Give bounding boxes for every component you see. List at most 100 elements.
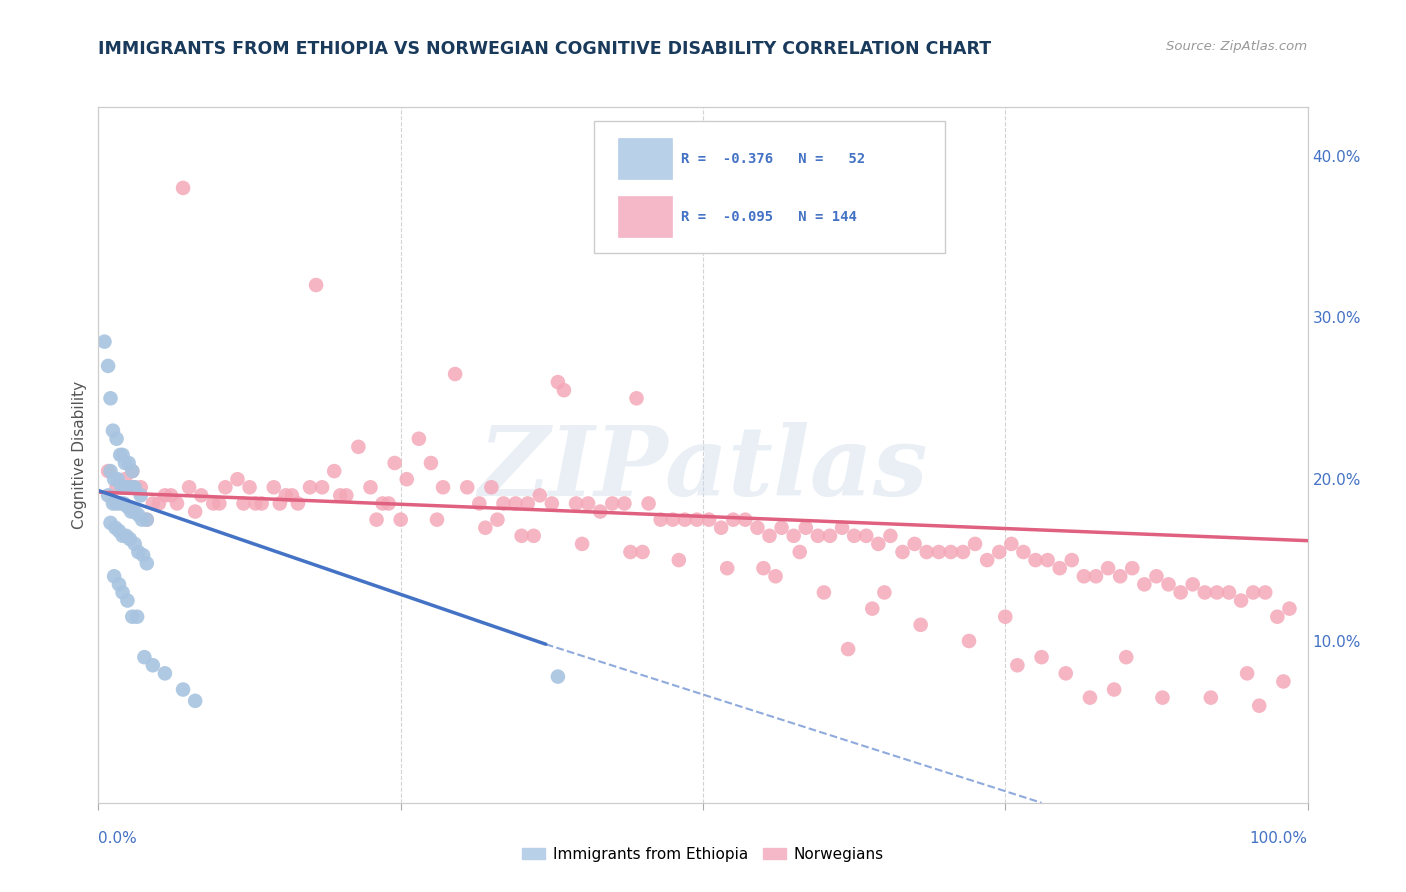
Point: [148, 496, 170, 510]
Point: [844, 529, 866, 543]
Point: [547, 375, 569, 389]
Point: [118, 532, 141, 546]
Point: [770, 521, 793, 535]
Point: [184, 694, 207, 708]
Point: [100, 464, 122, 478]
Point: [710, 521, 733, 535]
Point: [239, 480, 262, 494]
Point: [505, 496, 527, 510]
Point: [988, 545, 1011, 559]
Point: [184, 504, 207, 518]
Point: [697, 513, 720, 527]
Point: [765, 569, 787, 583]
Point: [121, 480, 143, 494]
Point: [1241, 585, 1264, 599]
Point: [1031, 650, 1053, 665]
Point: [662, 513, 685, 527]
Point: [468, 496, 491, 510]
Point: [232, 496, 254, 510]
Point: [1115, 650, 1137, 665]
Point: [360, 480, 382, 494]
Point: [172, 181, 194, 195]
Point: [837, 642, 859, 657]
Point: [127, 545, 149, 559]
Point: [129, 488, 152, 502]
Point: [153, 488, 176, 502]
Point: [420, 456, 443, 470]
Point: [1194, 585, 1216, 599]
Point: [734, 513, 756, 527]
Point: [432, 480, 454, 494]
Point: [1146, 569, 1168, 583]
Point: [716, 561, 738, 575]
Point: [1218, 585, 1240, 599]
Point: [120, 504, 142, 518]
Point: [114, 472, 136, 486]
Point: [408, 432, 430, 446]
Point: [1157, 577, 1180, 591]
Point: [111, 448, 134, 462]
Point: [103, 569, 125, 583]
Point: [1267, 609, 1289, 624]
Point: [329, 488, 352, 502]
Point: [202, 496, 225, 510]
Point: [1085, 569, 1108, 583]
Point: [371, 496, 394, 510]
Point: [1054, 666, 1077, 681]
Point: [994, 609, 1017, 624]
Point: [214, 480, 236, 494]
Point: [263, 480, 285, 494]
Point: [576, 496, 599, 510]
Point: [976, 553, 998, 567]
Point: [1278, 601, 1301, 615]
FancyBboxPatch shape: [619, 138, 672, 179]
Point: [807, 529, 830, 543]
Point: [166, 496, 188, 510]
Point: [97, 488, 120, 502]
Point: [299, 480, 322, 494]
Point: [1181, 577, 1204, 591]
Point: [939, 545, 962, 559]
Point: [794, 521, 817, 535]
Point: [100, 516, 122, 530]
Point: [541, 496, 564, 510]
Point: [124, 504, 146, 518]
Point: [269, 496, 291, 510]
Point: [855, 529, 877, 543]
Point: [131, 513, 153, 527]
Point: [637, 496, 659, 510]
Point: [104, 521, 127, 535]
Text: ZIPatlas: ZIPatlas: [478, 422, 928, 516]
Point: [1152, 690, 1174, 705]
FancyBboxPatch shape: [595, 121, 945, 253]
Point: [107, 472, 129, 486]
Point: [928, 545, 950, 559]
Point: [952, 545, 974, 559]
Point: [121, 609, 143, 624]
Point: [813, 585, 835, 599]
Point: [1236, 666, 1258, 681]
Point: [226, 472, 249, 486]
Point: [1272, 674, 1295, 689]
Point: [668, 553, 690, 567]
Point: [523, 529, 546, 543]
Point: [395, 472, 418, 486]
Point: [117, 593, 139, 607]
Point: [1060, 553, 1083, 567]
Point: [553, 383, 575, 397]
Point: [1078, 690, 1101, 705]
Point: [110, 480, 132, 494]
Point: [602, 496, 624, 510]
Point: [723, 513, 745, 527]
Point: [1097, 561, 1119, 575]
Point: [1024, 553, 1046, 567]
Point: [1199, 690, 1222, 705]
Point: [957, 634, 980, 648]
Point: [93, 334, 115, 349]
Point: [121, 464, 143, 478]
Point: [124, 537, 146, 551]
Point: [758, 529, 780, 543]
Point: [108, 448, 131, 462]
Point: [747, 521, 769, 535]
Point: [686, 513, 709, 527]
